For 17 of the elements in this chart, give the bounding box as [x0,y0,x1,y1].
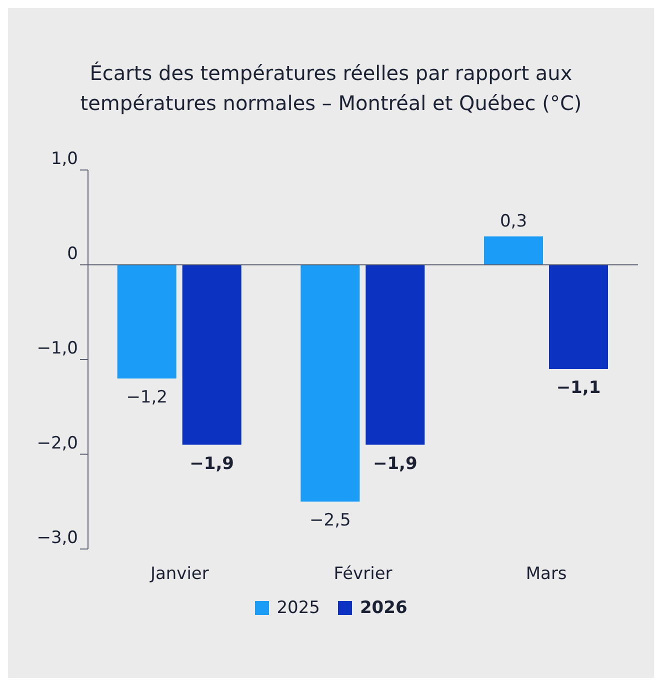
data-label: −1,1 [556,378,601,398]
legend-label: 2026 [358,598,408,618]
data-label: −1,9 [372,454,418,474]
data-label: −1,9 [190,454,234,474]
chart-title: Écarts des températures réelles par rapport aux températures normales – Montréal et Québec (°C) [79,60,583,117]
data-label: 0,3 [500,211,528,232]
y-tick-label: 1,0 [50,149,78,170]
data-label: −2,5 [310,510,351,531]
y-tick-label: −1,0 [36,338,78,359]
y-tick-label: −2,0 [36,433,78,454]
x-tick-label: Mars [526,564,567,584]
y-tick-label: 0 [67,244,78,264]
data-label: −1,2 [126,387,168,408]
legend-label: 2025 [276,598,320,618]
x-tick-label: Février [334,564,392,584]
x-tick-label: Janvier [149,564,209,584]
y-tick-label: −3,0 [36,528,78,548]
